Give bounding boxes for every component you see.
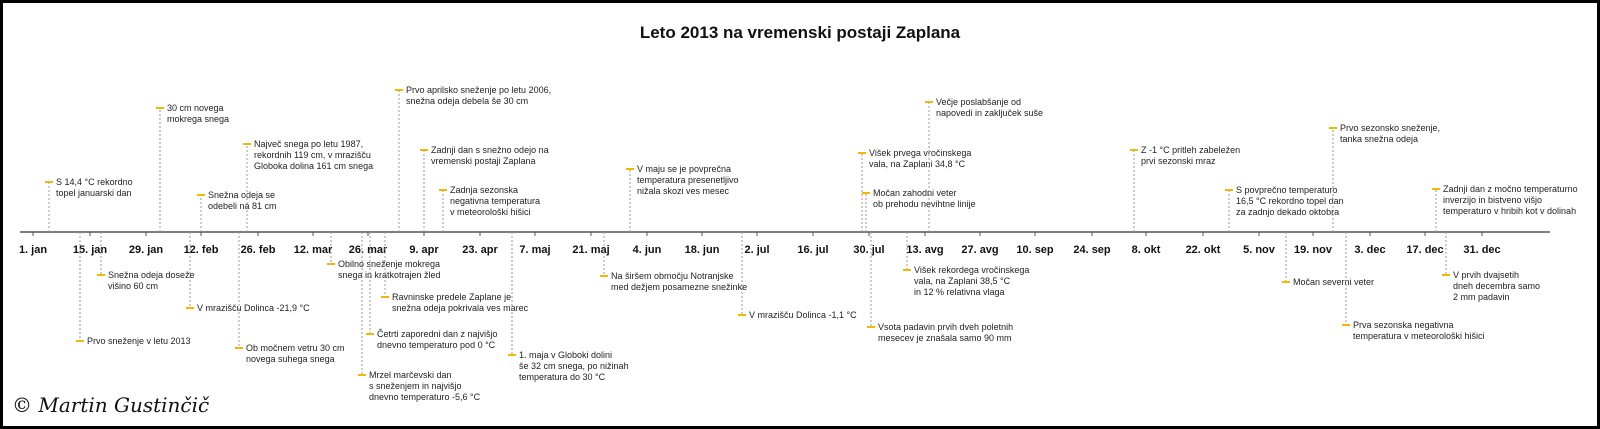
event-text: Zadnja sezonska [450,185,518,195]
axis-label: 19. nov [1294,244,1333,256]
event-text: za zadnjo dekado oktobra [1236,207,1339,217]
event-text: mokrega snega [167,114,229,124]
axis-label: 10. sep [1016,244,1054,256]
event-text: Zadnji dan z močno temperaturno [1443,184,1578,194]
event-text: odebeli na 81 cm [208,201,277,211]
event-text: Mrzel marčevski dan [369,370,452,380]
event-text: snežna odeja pokrivala ves marec [392,303,529,313]
event-text: Prvo sezonsko sneženje, [1340,123,1440,133]
axis-label: 24. sep [1073,244,1111,256]
axis-label: 26. mar [349,244,388,256]
axis-label: 27. avg [961,244,998,256]
event-text: Močan severni veter [1293,277,1374,287]
event-text: dnevno temperaturo -5,6 °C [369,392,481,402]
event-text: 1. maja v Globoki dolini [519,350,612,360]
event-text: Zadnji dan s snežno odejo na [431,145,549,155]
axis-label: 4. jun [633,244,662,256]
title: Leto 2013 na vremenski postaji Zaplana [640,23,961,42]
event-text: S 14,4 °C rekordno [56,177,133,187]
axis-label: 30. jul [853,244,884,256]
axis-label: 9. apr [409,244,439,256]
axis-label: 21. maj [572,244,609,256]
event-text: novega suhega snega [246,354,335,364]
event-text: negativna temperatura [450,196,540,206]
event-text: vala, na Zaplani 38,5 °C [914,276,1011,286]
event-text: topel januarski dan [56,188,132,198]
axis-label: 12. feb [184,244,219,256]
event-text: Prva sezonska negativna [1353,320,1454,330]
event-text: Ob močnem vetru 30 cm [246,343,345,353]
event-text: V prvih dvajsetih [1453,270,1519,280]
event-text: Z -1 °C pritleh zabeležen [1141,145,1240,155]
event-text: temperatura presenetljivo [637,175,739,185]
event-text: vremenski postaji Zaplana [431,156,536,166]
axis-label: 26. feb [241,244,276,256]
event-text: med dežjem posamezne snežinke [611,282,747,292]
event-text: temperaturo v hribih kot v dolinah [1443,206,1576,216]
event-text: inverzijo in bistveno višjo [1443,195,1542,205]
axis-label: 8. okt [1132,244,1161,256]
event-text: še 32 cm snega, po nižinah [519,361,629,371]
axis-label: 2. jul [744,244,769,256]
event-text: tanka snežna odeja [1340,134,1418,144]
axis-label: 7. maj [519,244,550,256]
event-text: V mrazišču Dolinca -21,9 °C [197,303,310,313]
event-text: dnevno temperaturo pod 0 °C [377,340,496,350]
event-text: vala, na Zaplani 34,8 °C [869,159,966,169]
event-text: 30 cm novega [167,103,224,113]
axis-label: 31. dec [1463,244,1500,256]
event-text: V maju se je povprečna [637,164,731,174]
event-text: snežna odeja debela še 30 cm [406,96,528,106]
event-text: Največ snega po letu 1987, [254,139,363,149]
event-text: Močan zahodni veter [873,188,957,198]
axis-label: 3. dec [1354,244,1385,256]
event-text: Višek rekordega vročinskega [914,265,1029,275]
event-text: Večje poslabšanje od [936,97,1021,107]
event-text: V mrazišču Dolinca -1,1 °C [749,310,857,320]
event-text: Prvo sneženje v letu 2013 [87,336,191,346]
event-text: Obilno sneženje mokrega [338,259,440,269]
event-text: s sneženjem in najvišjo [369,381,462,391]
event-text: Na širšem območju Notranjske [611,271,734,281]
event-text: višino 60 cm [108,281,158,291]
axis-label: 1. jan [19,244,47,256]
event-text: v meteorološki hišici [450,207,531,217]
event-text: dneh decembra samo [1453,281,1540,291]
event-text: Prvo aprilsko sneženje po letu 2006, [406,85,551,95]
event-text: rekordnih 119 cm, v mrazišču [254,150,371,160]
axis-label: 12. mar [294,244,333,256]
event-text: ob prehodu nevihtne linije [873,199,976,209]
copyright: © Martin Gustinčič [12,393,210,417]
axis-label: 15. jan [73,244,108,256]
event-text: Snežna odeja doseže [108,270,195,280]
axis-label: 16. jul [797,244,828,256]
event-text: napovedi in zaključek suše [936,108,1043,118]
event-text: Četrti zaporedni dan z najvišjo [377,329,498,339]
event-text: Vsota padavin prvih dveh poletnih [878,322,1013,332]
event-text: temperatura v meteorološki hišici [1353,331,1485,341]
event-text: temperatura do 30 °C [519,372,606,382]
axis-label: 29. jan [129,244,164,256]
axis-label: 13. avg [906,244,943,256]
event-text: prvi sezonski mraz [1141,156,1216,166]
event-text: 16,5 °C rekordno topel dan [1236,196,1344,206]
axis-label: 17. dec [1406,244,1443,256]
event-text: S povprečno temperaturo [1236,185,1338,195]
event-text: Snežna odeja se [208,190,275,200]
event-text: Globoka dolina 161 cm snega [254,161,373,171]
axis-label: 22. okt [1186,244,1221,256]
axis-label: 23. apr [462,244,498,256]
event-text: in 12 % relativna vlaga [914,287,1005,297]
event-text: snega in kratkotrajen žled [338,270,441,280]
axis-label: 18. jun [685,244,720,256]
event-text: nižala skozi ves mesec [637,186,730,196]
axis-label: 5. nov [1243,244,1276,256]
event-text: Višek prvega vročinskega [869,148,971,158]
event-text: mesecev je znašala samo 90 mm [878,333,1012,343]
event-text: 2 mm padavin [1453,292,1510,302]
event-text: Ravninske predele Zaplane je [392,292,511,302]
